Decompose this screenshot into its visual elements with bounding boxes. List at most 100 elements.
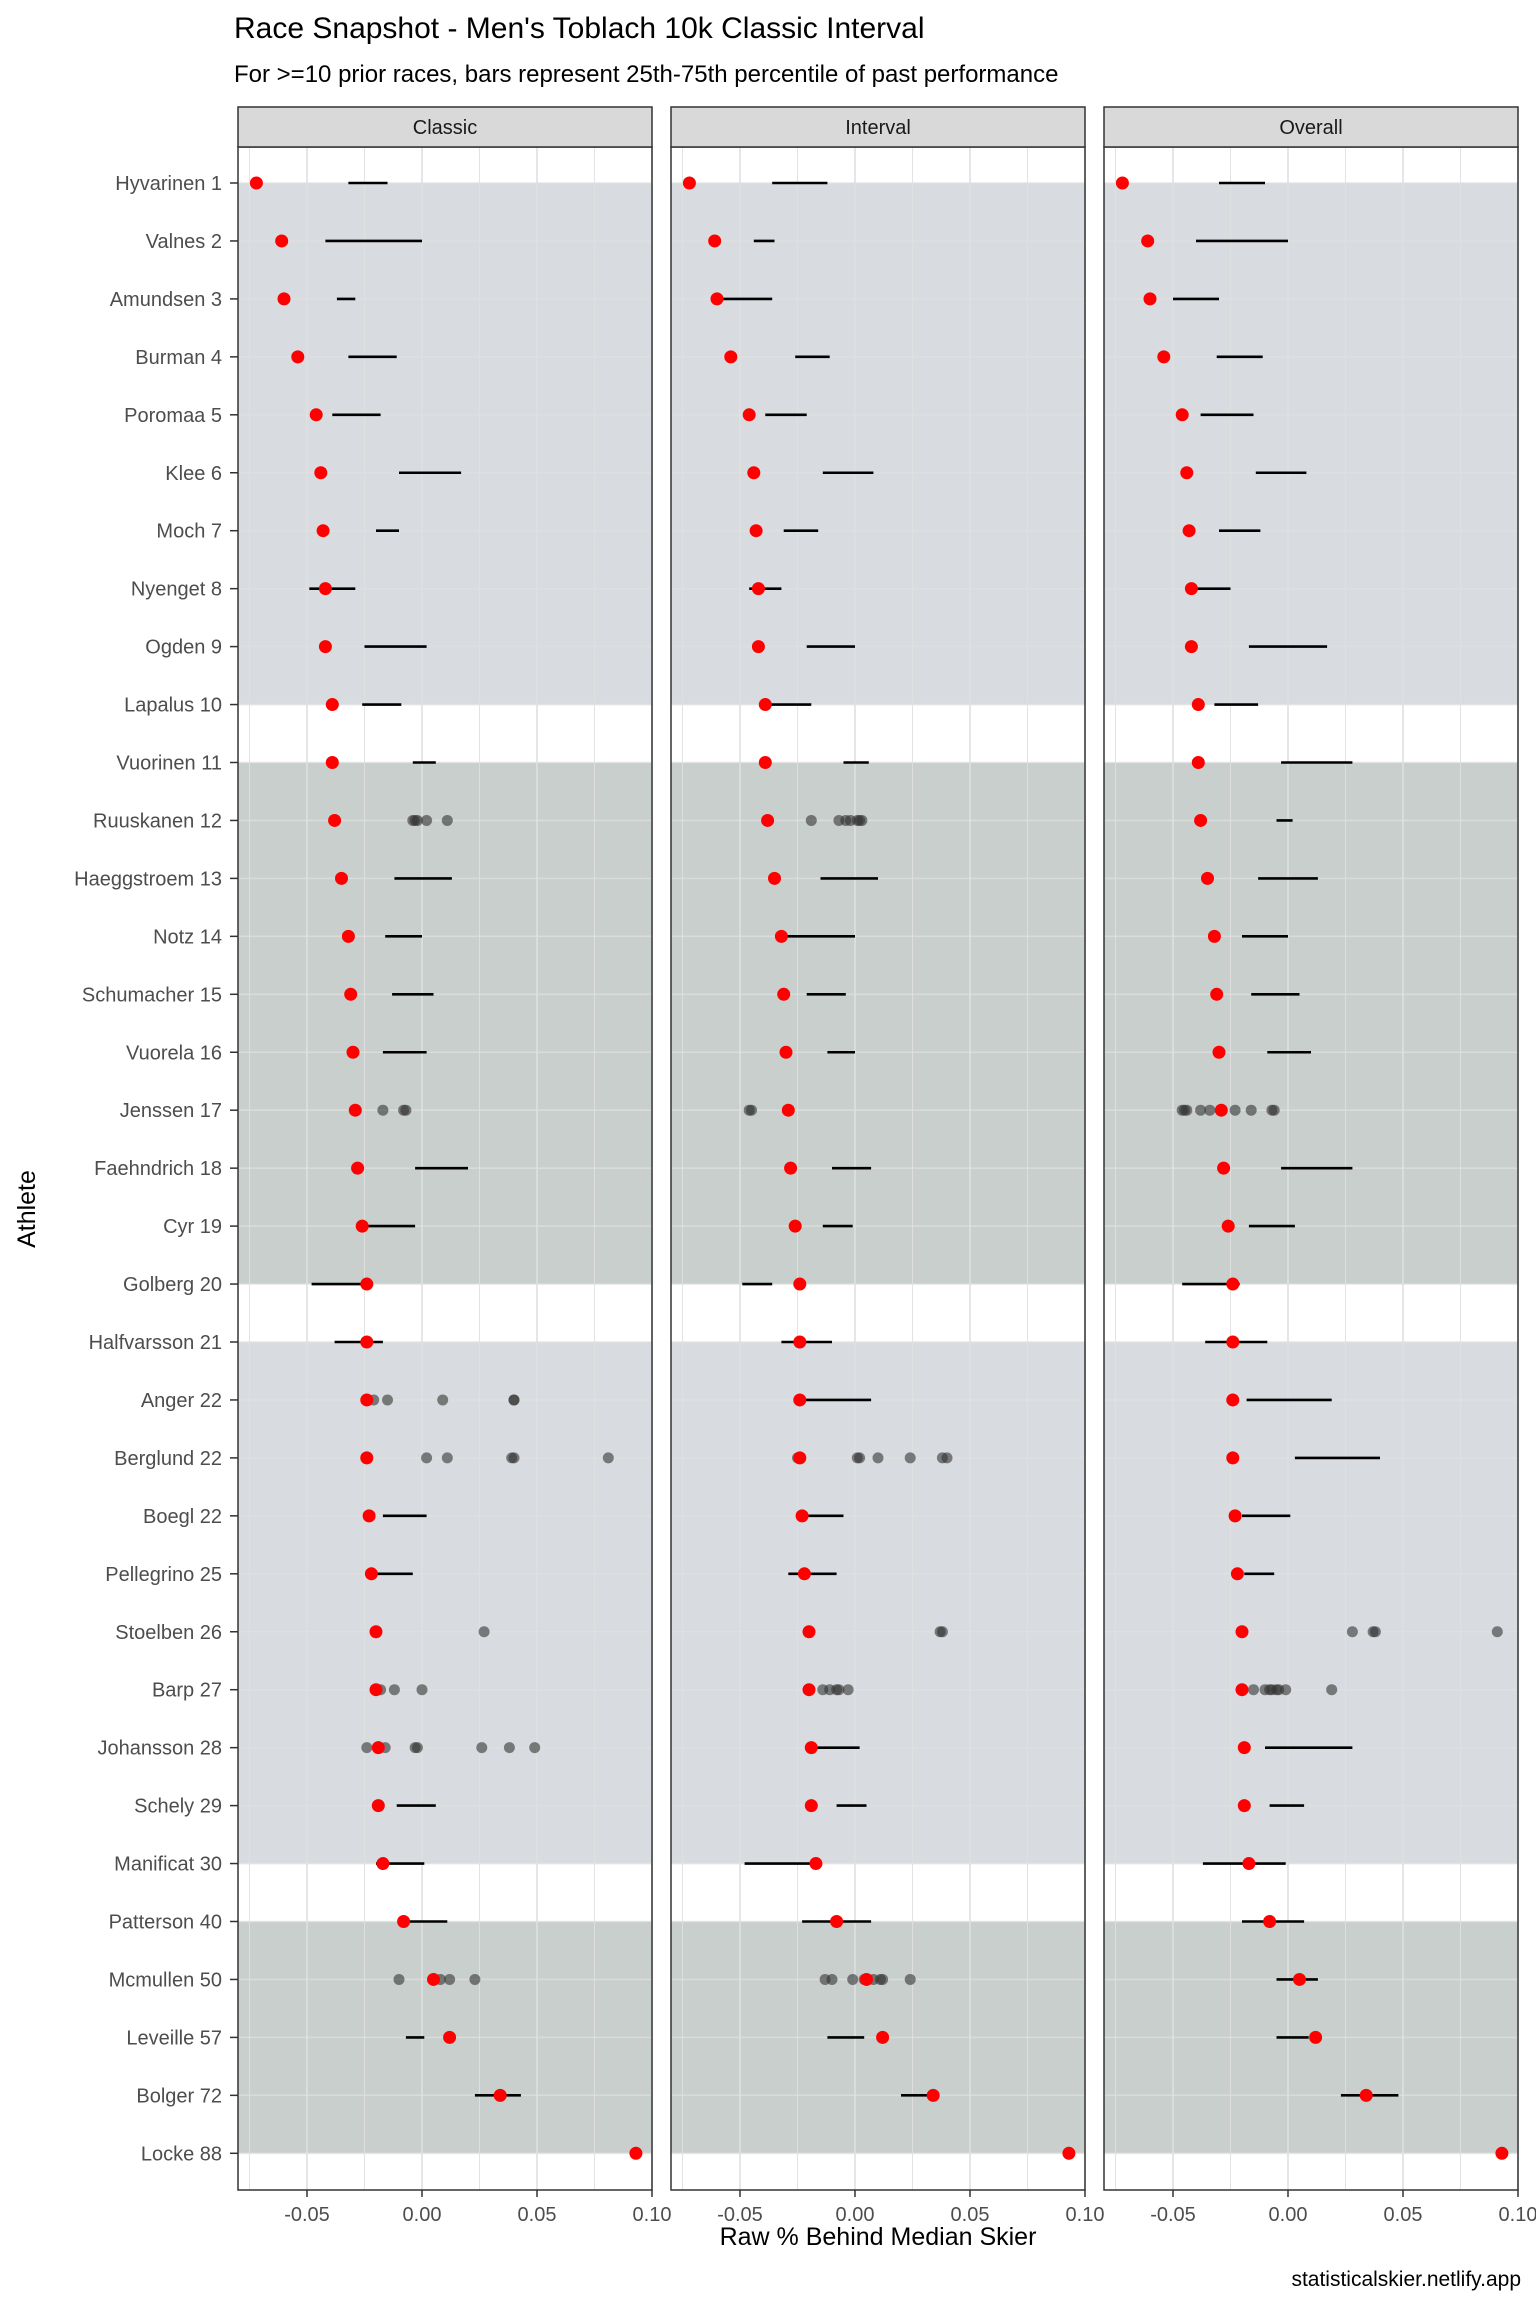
- current-race-point: [328, 813, 342, 827]
- current-race-point: [397, 1915, 411, 1928]
- current-race-point: [708, 234, 722, 248]
- past-race-point: [444, 1973, 456, 1985]
- y-tick-label: Burman 4: [135, 347, 222, 369]
- current-race-point: [751, 582, 765, 596]
- current-race-point: [1182, 524, 1196, 538]
- current-race-point: [1263, 1915, 1277, 1928]
- current-race-point: [1237, 1799, 1251, 1813]
- past-race-point: [437, 1394, 449, 1406]
- current-race-point: [793, 1335, 807, 1349]
- x-tick-label: 0.05: [1384, 2204, 1423, 2226]
- current-race-point: [779, 1045, 793, 1059]
- current-race-point: [318, 582, 332, 596]
- past-race-point: [508, 1394, 520, 1406]
- past-race-point: [1229, 1104, 1241, 1116]
- past-race-point: [877, 1973, 889, 1985]
- facet-panels: Classic -0.05 0.00 0.05 0.10 Interval -0.05 0.0…: [237, 106, 1536, 2226]
- y-axis: Hyvarinen 1 Valnes 2 Amundsen 3 Burman 4 Por…: [74, 173, 238, 2165]
- past-race-point: [746, 1104, 757, 1116]
- past-race-point: [393, 1973, 405, 1985]
- y-tick-label: Valnes 2: [146, 231, 222, 253]
- y-tick-label: Ruuskanen 12: [93, 810, 222, 832]
- y-tick-label: Faehndrich 18: [94, 1158, 222, 1180]
- current-race-point: [1309, 2030, 1323, 2044]
- current-race-point: [1217, 1161, 1231, 1175]
- y-tick-label: Hyvarinen 1: [115, 173, 222, 195]
- current-race-point: [1226, 1335, 1240, 1349]
- facet-strip: [237, 106, 653, 148]
- past-race-point: [416, 1684, 428, 1696]
- y-axis-title: Athlete: [13, 1170, 41, 1248]
- current-race-point: [876, 2030, 890, 2044]
- current-race-point: [809, 1857, 823, 1871]
- current-race-point: [710, 292, 724, 306]
- current-race-point: [346, 1045, 360, 1059]
- x-tick-label: 0.00: [1269, 2204, 1308, 2226]
- past-race-point: [1326, 1684, 1338, 1696]
- y-tick-label: Pellegrino 25: [105, 1564, 222, 1586]
- current-race-point: [376, 1857, 390, 1871]
- shaded-band: [1104, 183, 1518, 705]
- current-race-point: [682, 176, 696, 190]
- current-race-point: [277, 292, 291, 306]
- shaded-band: [1104, 762, 1518, 1285]
- current-race-point: [360, 1277, 374, 1291]
- chart-title: Race Snapshot - Men's Toblach 10k Classi…: [234, 12, 925, 45]
- facet-strip-label: Interval: [845, 117, 911, 139]
- current-race-point: [360, 1451, 374, 1465]
- y-tick-label: Moch 7: [156, 521, 222, 543]
- past-race-point: [529, 1742, 541, 1754]
- y-tick-label: Jenssen 17: [120, 1100, 222, 1122]
- current-race-point: [758, 756, 772, 769]
- facet-panel-overall: Overall -0.05 0.00 0.05 0.10: [1103, 106, 1536, 2226]
- y-tick-label: Lapalus 10: [124, 695, 222, 717]
- current-race-point: [1184, 582, 1198, 596]
- chart-caption: statisticalskier.netlify.app: [1291, 2268, 1521, 2291]
- y-tick-label: Leveille 57: [126, 2027, 222, 2049]
- past-race-point: [1369, 1626, 1381, 1638]
- current-race-point: [369, 1625, 383, 1639]
- current-race-point: [1207, 929, 1221, 943]
- current-race-point: [1235, 1625, 1249, 1639]
- current-race-point: [629, 2146, 643, 2160]
- current-race-point: [749, 524, 763, 538]
- y-tick-label: Cyr 19: [163, 1216, 222, 1238]
- current-race-point: [761, 813, 775, 827]
- shaded-band: [238, 762, 652, 1285]
- facet-panel-classic: Classic -0.05 0.00 0.05 0.10: [237, 106, 672, 2226]
- y-tick-label: Golberg 20: [123, 1274, 222, 1296]
- current-race-point: [371, 1741, 385, 1755]
- y-tick-label: Ogden 9: [145, 637, 222, 659]
- y-tick-label: Poromaa 5: [124, 405, 222, 427]
- y-tick-label: Amundsen 3: [110, 289, 222, 311]
- y-tick-label: Klee 6: [165, 463, 222, 485]
- shaded-band: [671, 1342, 1085, 1864]
- current-race-point: [795, 1509, 809, 1523]
- current-race-point: [860, 1972, 873, 1986]
- facet-strip-label: Overall: [1279, 117, 1342, 139]
- facet-strip: [1103, 106, 1519, 148]
- past-race-point: [411, 814, 423, 826]
- current-race-point: [1235, 1683, 1249, 1697]
- past-race-point: [872, 1452, 884, 1464]
- current-race-point: [1141, 234, 1155, 248]
- current-race-point: [325, 698, 339, 712]
- past-race-point: [388, 1684, 400, 1696]
- y-tick-label: Mcmullen 50: [109, 1969, 222, 1991]
- past-race-point: [1280, 1684, 1292, 1696]
- past-race-point: [904, 1452, 916, 1464]
- current-race-point: [291, 350, 305, 364]
- past-race-point: [400, 1104, 412, 1116]
- y-tick-label: Manificat 30: [114, 1854, 222, 1876]
- current-race-point: [1242, 1857, 1256, 1871]
- x-tick-label: 0.05: [951, 2204, 990, 2226]
- y-tick-label: Bolger 72: [136, 2085, 222, 2107]
- past-race-point: [377, 1104, 389, 1116]
- current-race-point: [1495, 2146, 1509, 2160]
- x-tick-label: 0.10: [633, 2204, 672, 2226]
- shaded-band: [1104, 1342, 1518, 1864]
- current-race-point: [325, 756, 339, 769]
- current-race-point: [1184, 640, 1198, 654]
- current-race-point: [1201, 871, 1214, 885]
- current-race-point: [784, 1161, 798, 1175]
